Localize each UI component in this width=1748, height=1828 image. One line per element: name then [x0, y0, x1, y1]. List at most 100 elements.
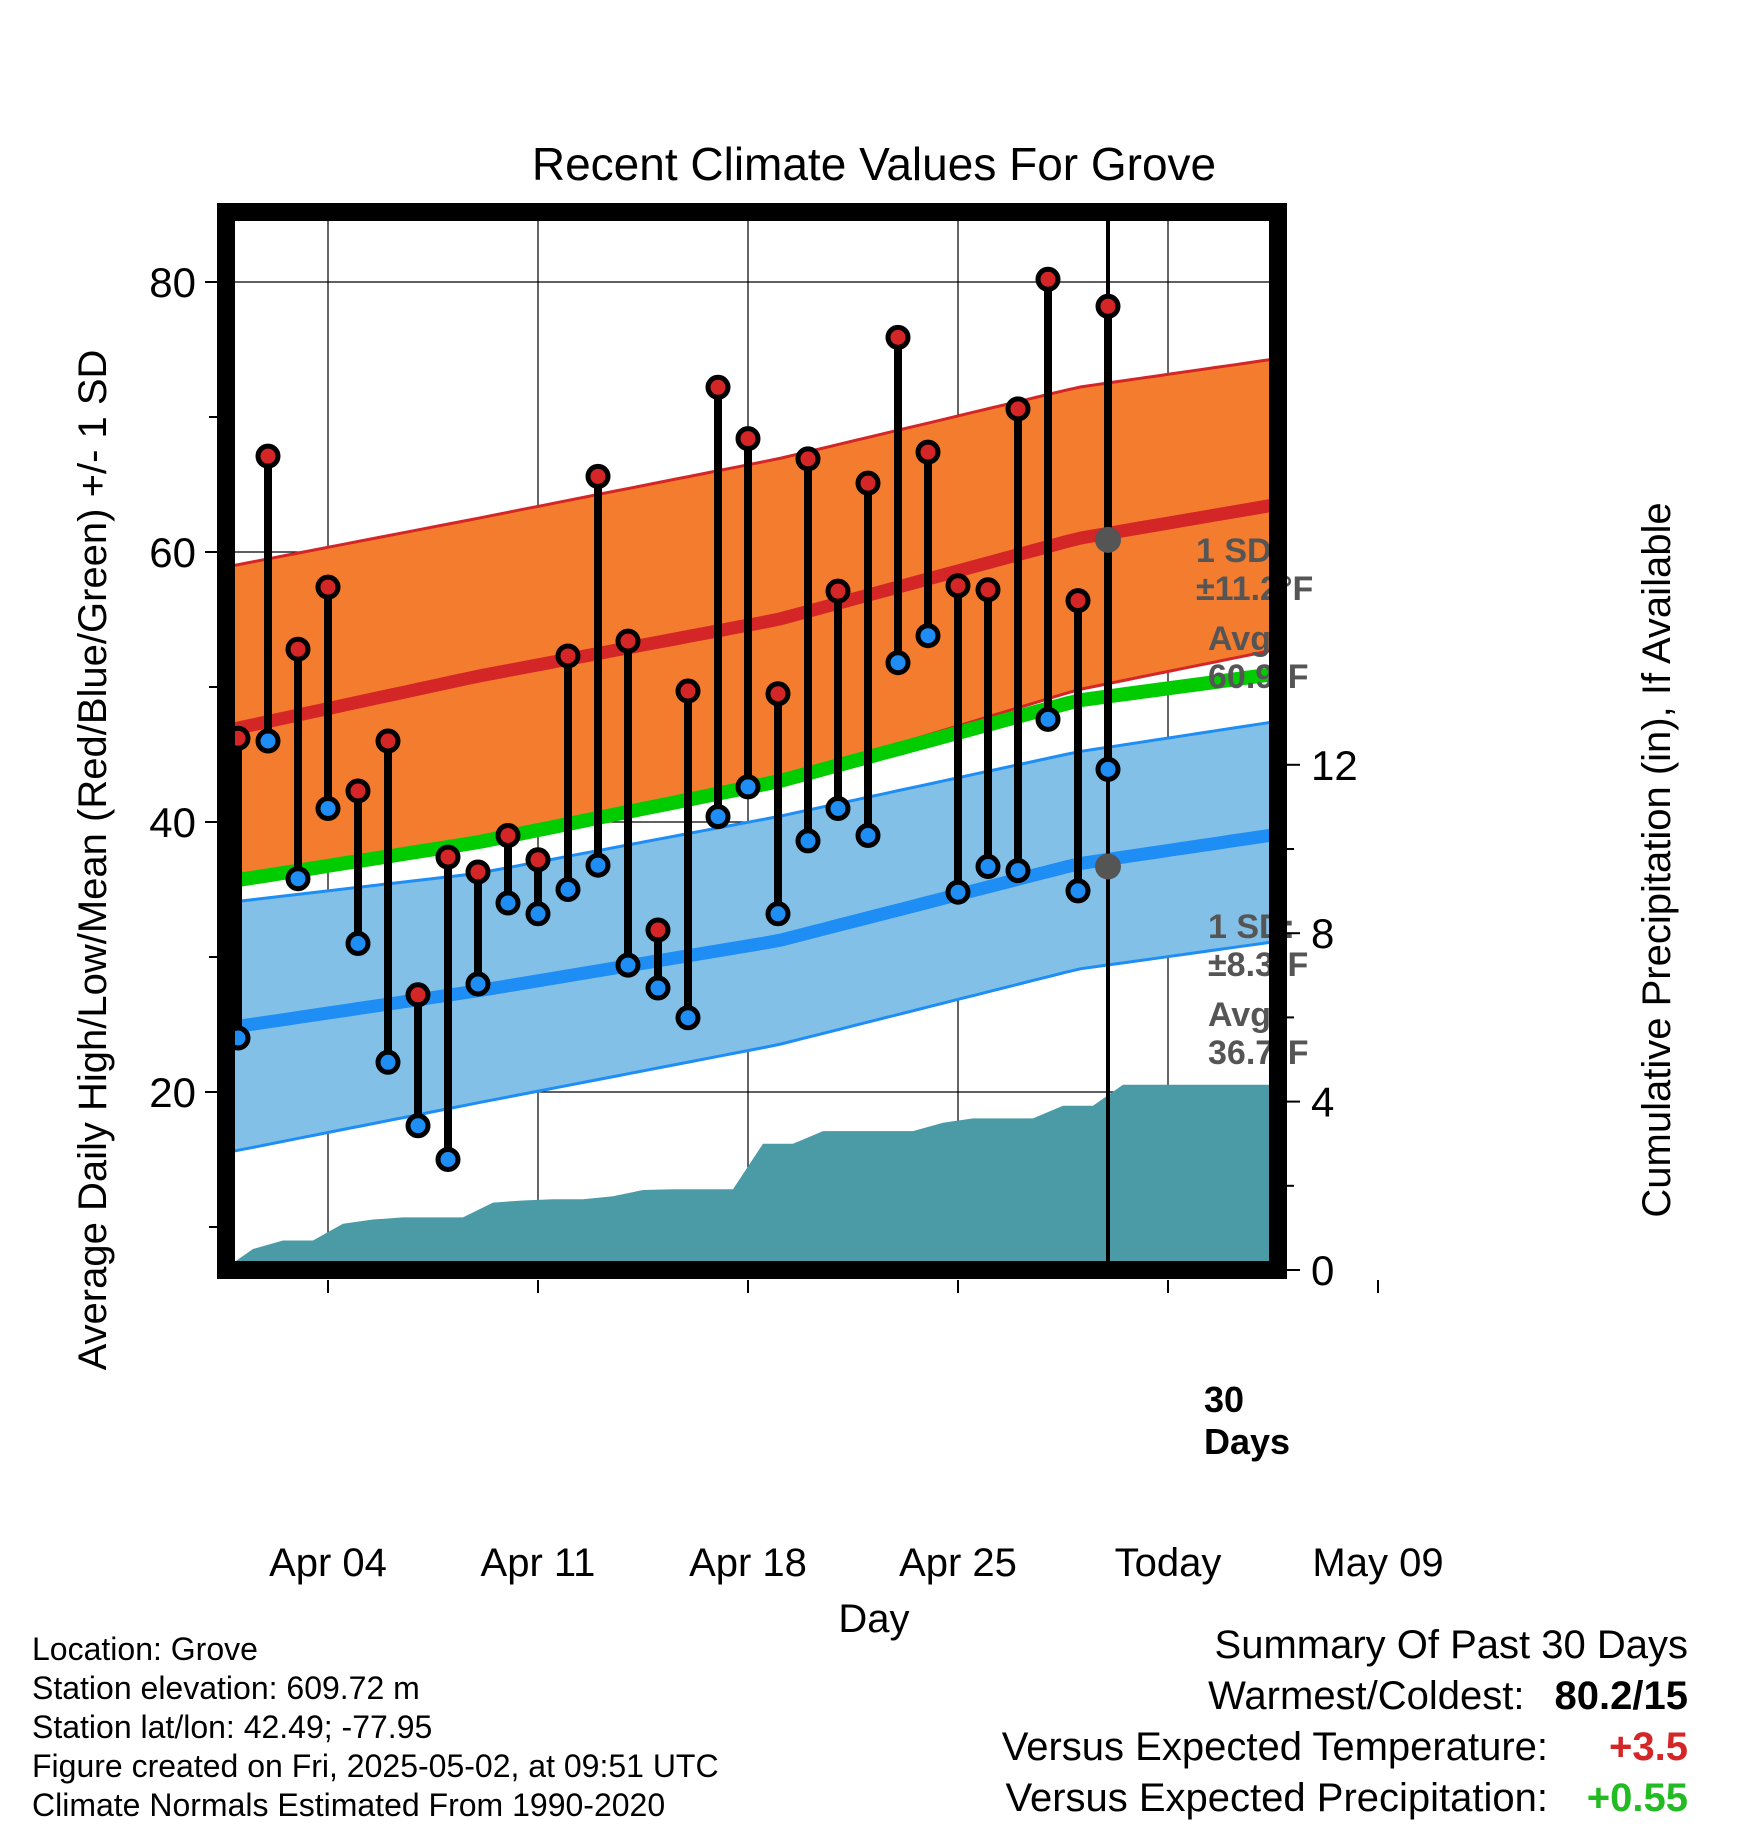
daily-high-point: [465, 859, 491, 885]
daily-high-point: [375, 728, 401, 754]
daily-low-point: [1005, 858, 1031, 884]
daily-low-point: [255, 728, 281, 754]
normals-text: Climate Normals Estimated From 1990-2020: [32, 1787, 666, 1823]
low-sd-band: [226, 721, 1276, 1153]
precip-value: +0.55: [1586, 1776, 1688, 1820]
low-sd-value: ±8.3°F: [1208, 946, 1308, 984]
daily-low-point: [345, 931, 371, 956]
x-axis-label: Day: [838, 1597, 909, 1641]
high-sd-label: 1 SD:: [1196, 532, 1283, 570]
daily-high-point: [345, 778, 371, 804]
daily-high-point: [1005, 396, 1031, 422]
daily-high-point: [675, 678, 701, 704]
daily-low-point: [645, 975, 671, 1001]
daily-high-point: [885, 324, 911, 350]
daily-high-point: [435, 844, 461, 870]
daily-low-point: [495, 890, 521, 916]
x-tick-label: Apr 04: [269, 1541, 387, 1585]
daily-low-point: [555, 877, 581, 902]
summary-heading: Summary Of Past 30 Days: [1214, 1623, 1688, 1667]
y2-tick-label: 8: [1311, 910, 1334, 957]
daily-low-point: [795, 828, 821, 854]
daily-high-point: [555, 643, 581, 669]
daily-low-point: [885, 650, 911, 676]
daily-high-point: [705, 374, 731, 400]
latlon-text: Station lat/lon: 42.49; -77.95: [32, 1709, 433, 1745]
daily-high-point: [735, 426, 761, 452]
x-tick-label: Apr 25: [899, 1541, 1017, 1585]
daily-low-point: [315, 796, 341, 821]
x-tick-label: Apr 18: [689, 1541, 807, 1585]
low-avg-value: 36.7°F: [1208, 1034, 1309, 1072]
daily-low-point: [465, 971, 491, 997]
low-avg-dot: [1095, 853, 1121, 880]
summary-temp-row: Versus Expected Temperature: +3.5: [1002, 1722, 1688, 1773]
daily-low-point: [585, 852, 611, 878]
x-tick-label: May 09: [1312, 1541, 1443, 1585]
high-sd-value: ±11.2°F: [1196, 570, 1313, 608]
daily-high-point: [825, 578, 851, 604]
daily-low-point: [1035, 706, 1061, 732]
elevation-text: Station elevation: 609.72 m: [32, 1670, 420, 1706]
today-days-label-line2: Days: [1204, 1421, 1290, 1462]
daily-high-point: [1065, 588, 1091, 614]
daily-low-point: [945, 879, 971, 905]
daily-high-point: [945, 573, 971, 599]
y-tick-label: 60: [149, 529, 196, 576]
daily-low-point: [975, 854, 1001, 880]
temp-value: +3.5: [1609, 1725, 1688, 1769]
daily-high-point: [795, 446, 821, 472]
daily-high-point: [855, 470, 881, 496]
plot-frame: [217, 203, 1287, 1279]
y2-tick-label: 12: [1311, 742, 1358, 789]
high-avg-dot: [1095, 526, 1121, 553]
station-info: Location: Grove Station elevation: 609.7…: [32, 1630, 719, 1825]
daily-low-point: [375, 1049, 401, 1075]
chart-title: Recent Climate Values For Grove: [532, 138, 1216, 190]
precip-area: [226, 1084, 1278, 1270]
y-tick-label: 80: [149, 259, 196, 306]
warm-cold-value: 80.2/15: [1554, 1674, 1688, 1718]
daily-high-point: [645, 917, 671, 943]
daily-low-point: [855, 823, 881, 848]
x-tick-label: Today: [1115, 1541, 1222, 1585]
summary-warm-cold-row: Warmest/Coldest: 80.2/15: [1002, 1671, 1688, 1722]
summary-panel: Summary Of Past 30 Days Warmest/Coldest:…: [1002, 1620, 1688, 1824]
low-sd-lower-line: [226, 940, 1277, 1155]
daily-low-point: [435, 1147, 461, 1172]
y2-tick-label: 0: [1311, 1247, 1334, 1294]
daily-low-point: [1095, 756, 1121, 782]
location-text: Location: Grove: [32, 1631, 258, 1667]
daily-high-point: [525, 847, 551, 873]
y2-tick-label: 4: [1311, 1079, 1334, 1126]
y-tick-label: 40: [149, 799, 196, 846]
daily-high-point: [405, 982, 431, 1008]
daily-high-point: [1035, 266, 1061, 292]
y-tick-label: 20: [149, 1069, 196, 1116]
y-axis-label: Average Daily High/Low/Mean (Red/Blue/Gr…: [71, 350, 115, 1371]
today-days-label-line1: 30: [1204, 1379, 1244, 1420]
daily-low-point: [405, 1113, 431, 1139]
daily-low-point: [525, 901, 551, 927]
daily-low-point: [765, 901, 791, 927]
daily-high-point: [765, 681, 791, 707]
daily-low-point: [825, 796, 851, 821]
daily-high-point: [315, 574, 341, 600]
created-text: Figure created on Fri, 2025-05-02, at 09…: [32, 1748, 719, 1784]
daily-high-point: [915, 439, 941, 465]
daily-low-point: [285, 866, 311, 892]
daily-low-point: [615, 952, 641, 978]
daily-low-point: [705, 804, 731, 830]
high-avg-value: 60.9°F: [1208, 658, 1309, 696]
temp-label: Versus Expected Temperature:: [1001, 1725, 1548, 1769]
plot-inner: [226, 212, 1278, 1270]
daily-high-point: [615, 628, 641, 654]
low-sd-upper-line: [226, 720, 1277, 905]
x-tick-label: Apr 11: [481, 1541, 596, 1585]
daily-low-point: [1065, 878, 1091, 904]
y2-axis-label: Cumulative Precipitation (in), If Availa…: [1635, 502, 1679, 1217]
daily-low-point: [735, 774, 761, 800]
precip-label: Versus Expected Precipitation:: [1005, 1776, 1548, 1820]
